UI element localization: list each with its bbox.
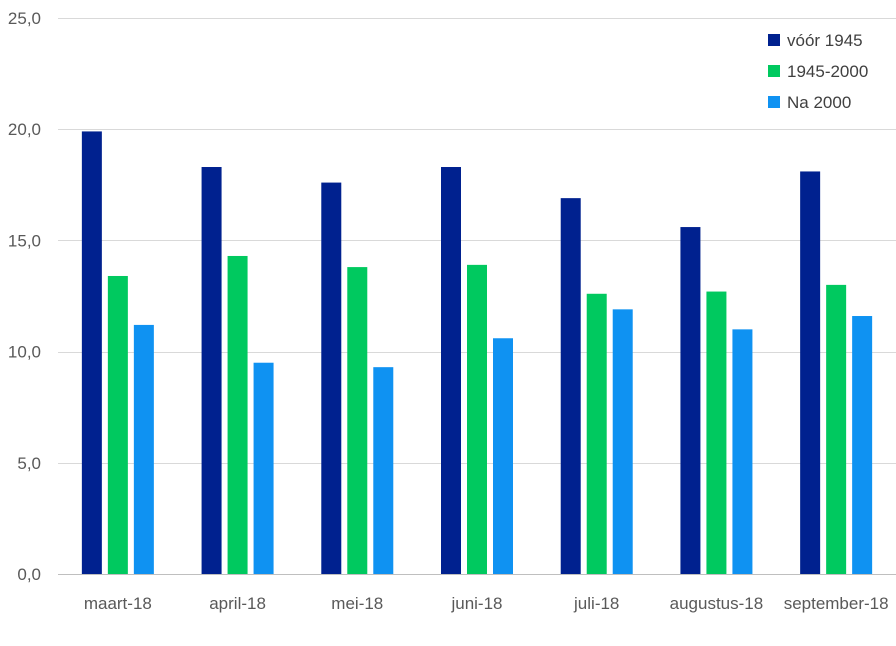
bar bbox=[493, 338, 513, 574]
y-axis-ticks: 0,0 5,0 10,0 15,0 20,0 25,0 bbox=[8, 9, 41, 584]
bar bbox=[321, 182, 342, 575]
y-tick-label: 5,0 bbox=[17, 454, 41, 473]
y-tick-label: 10,0 bbox=[8, 343, 41, 362]
y-tick-label: 0,0 bbox=[17, 565, 41, 584]
bar bbox=[227, 255, 248, 574]
bar bbox=[680, 227, 701, 574]
x-tick-label: maart-18 bbox=[84, 594, 152, 613]
legend-swatch bbox=[768, 96, 780, 108]
legend-label: Na 2000 bbox=[787, 93, 851, 112]
legend-label: vóór 1945 bbox=[787, 31, 863, 50]
bar bbox=[201, 167, 222, 574]
bar bbox=[826, 284, 847, 574]
y-tick-label: 20,0 bbox=[8, 120, 41, 139]
bar bbox=[586, 293, 607, 574]
bar bbox=[612, 309, 633, 574]
legend-swatch bbox=[768, 65, 780, 77]
bar bbox=[373, 367, 394, 574]
x-tick-label: juni-18 bbox=[450, 594, 502, 613]
bar bbox=[706, 291, 727, 574]
bar bbox=[560, 198, 581, 575]
x-tick-label: augustus-18 bbox=[670, 594, 764, 613]
x-tick-label: mei-18 bbox=[331, 594, 383, 613]
bar bbox=[347, 267, 368, 574]
y-tick-label: 15,0 bbox=[8, 231, 41, 250]
x-axis-labels: maart-18 april-18 mei-18 juni-18 juli-18 augu… bbox=[84, 594, 889, 613]
bars bbox=[81, 131, 873, 575]
bar bbox=[467, 264, 487, 574]
bar bbox=[81, 131, 102, 574]
x-tick-label: juli-18 bbox=[573, 594, 619, 613]
legend-label: 1945-2000 bbox=[787, 62, 868, 81]
y-tick-label: 25,0 bbox=[8, 9, 41, 28]
legend: vóór 1945 1945-2000 Na 2000 bbox=[768, 31, 868, 112]
legend-swatch bbox=[768, 34, 780, 46]
bar bbox=[800, 171, 821, 574]
bar bbox=[732, 329, 753, 574]
bar bbox=[441, 167, 461, 574]
x-tick-label: september-18 bbox=[784, 594, 889, 613]
bar bbox=[852, 316, 873, 574]
bar bbox=[107, 275, 128, 574]
x-tick-label: april-18 bbox=[209, 594, 266, 613]
bar bbox=[253, 362, 274, 574]
bar bbox=[133, 324, 154, 574]
